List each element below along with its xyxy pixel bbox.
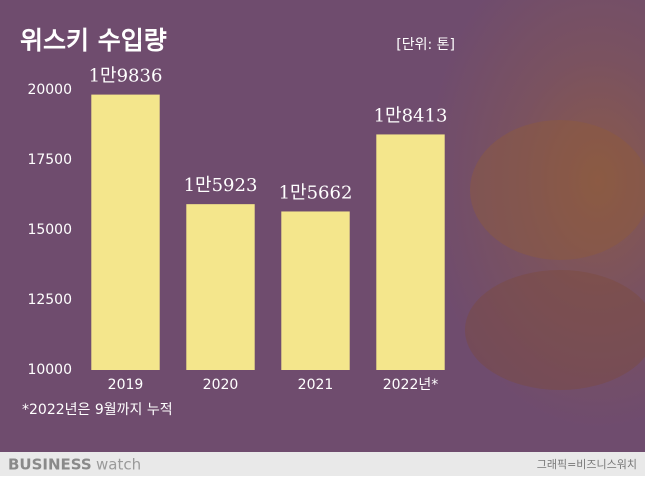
bar xyxy=(186,204,255,370)
bar xyxy=(376,134,445,370)
y-tick-label: 20000 xyxy=(27,82,72,98)
x-tick-label: 2022년* xyxy=(383,377,439,393)
bar xyxy=(91,94,160,370)
bar xyxy=(281,211,350,370)
x-tick-label: 2021 xyxy=(298,377,334,393)
x-tick-label: 2020 xyxy=(203,377,239,393)
value-label: 1만8413 xyxy=(374,105,448,126)
x-tick-label: 2019 xyxy=(108,377,144,393)
y-tick-label: 17500 xyxy=(27,152,72,168)
logo-light: watch xyxy=(96,456,141,474)
source: 그래픽=비즈니스워치 xyxy=(537,458,637,471)
unit-label: [단위: 톤] xyxy=(396,37,455,53)
logo-bold: BUSINESS xyxy=(8,456,92,474)
y-tick-label: 15000 xyxy=(27,222,72,238)
ice-decoration xyxy=(465,270,645,390)
value-label: 1만9836 xyxy=(89,66,163,87)
chart-title: 위스키 수입량 xyxy=(20,26,167,55)
footer-bar xyxy=(0,452,645,476)
value-label: 1만5662 xyxy=(279,182,353,203)
value-label: 1만5923 xyxy=(184,175,258,196)
y-tick-label: 12500 xyxy=(27,292,72,308)
y-tick-label: 10000 xyxy=(27,362,72,378)
footnote: *2022년은 9월까지 누적 xyxy=(22,402,173,418)
ice-decoration xyxy=(470,120,645,260)
